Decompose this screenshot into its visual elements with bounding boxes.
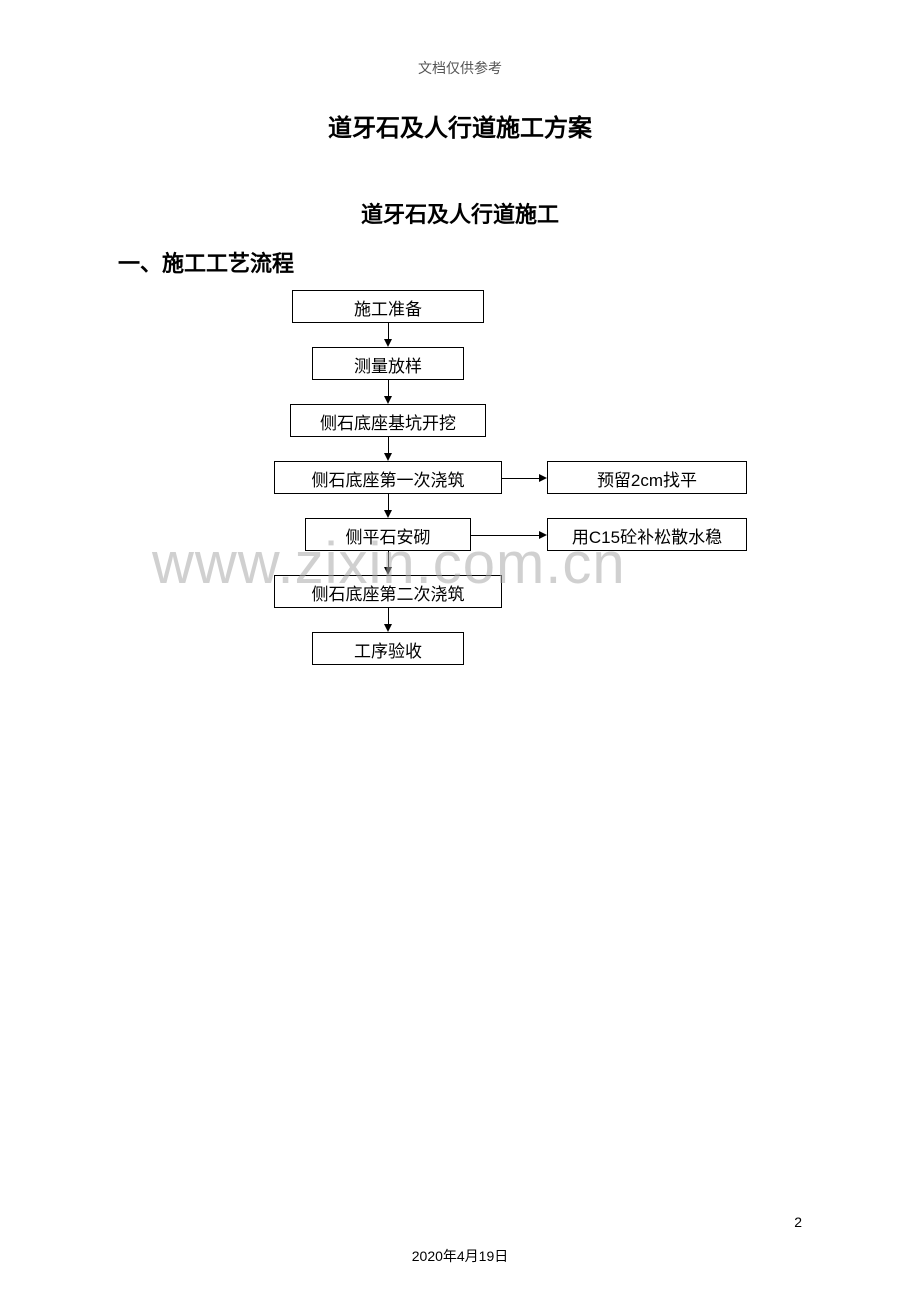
flow-arrow-right bbox=[471, 535, 542, 536]
flow-node-n7: 工序验收 bbox=[312, 632, 464, 665]
page-title: 道牙石及人行道施工方案 bbox=[328, 108, 592, 143]
page-number: 2 bbox=[794, 1214, 802, 1230]
flow-arrow-down bbox=[388, 608, 389, 627]
flow-arrow-right bbox=[502, 478, 542, 479]
section-heading: 一、施工工艺流程 bbox=[118, 246, 294, 278]
flow-arrow-down bbox=[388, 551, 389, 570]
header-note: 文档仅供参考 bbox=[418, 58, 502, 78]
flow-side-n5: 用C15砼补松散水稳 bbox=[547, 518, 747, 551]
flow-node-n5: 侧平石安砌 bbox=[305, 518, 471, 551]
flow-node-n4: 侧石底座第一次浇筑 bbox=[274, 461, 502, 494]
flow-node-n6: 侧石底座第二次浇筑 bbox=[274, 575, 502, 608]
flow-node-n1: 施工准备 bbox=[292, 290, 484, 323]
page-subtitle: 道牙石及人行道施工 bbox=[361, 197, 559, 229]
flow-arrow-down bbox=[388, 494, 389, 513]
flow-arrow-down bbox=[388, 437, 389, 456]
flow-side-n4: 预留2cm找平 bbox=[547, 461, 747, 494]
flow-arrow-down bbox=[388, 380, 389, 399]
footer-date: 2020年4月19日 bbox=[412, 1246, 509, 1266]
flow-node-n2: 测量放样 bbox=[312, 347, 464, 380]
flow-arrow-down bbox=[388, 323, 389, 342]
flow-node-n3: 侧石底座基坑开挖 bbox=[290, 404, 486, 437]
